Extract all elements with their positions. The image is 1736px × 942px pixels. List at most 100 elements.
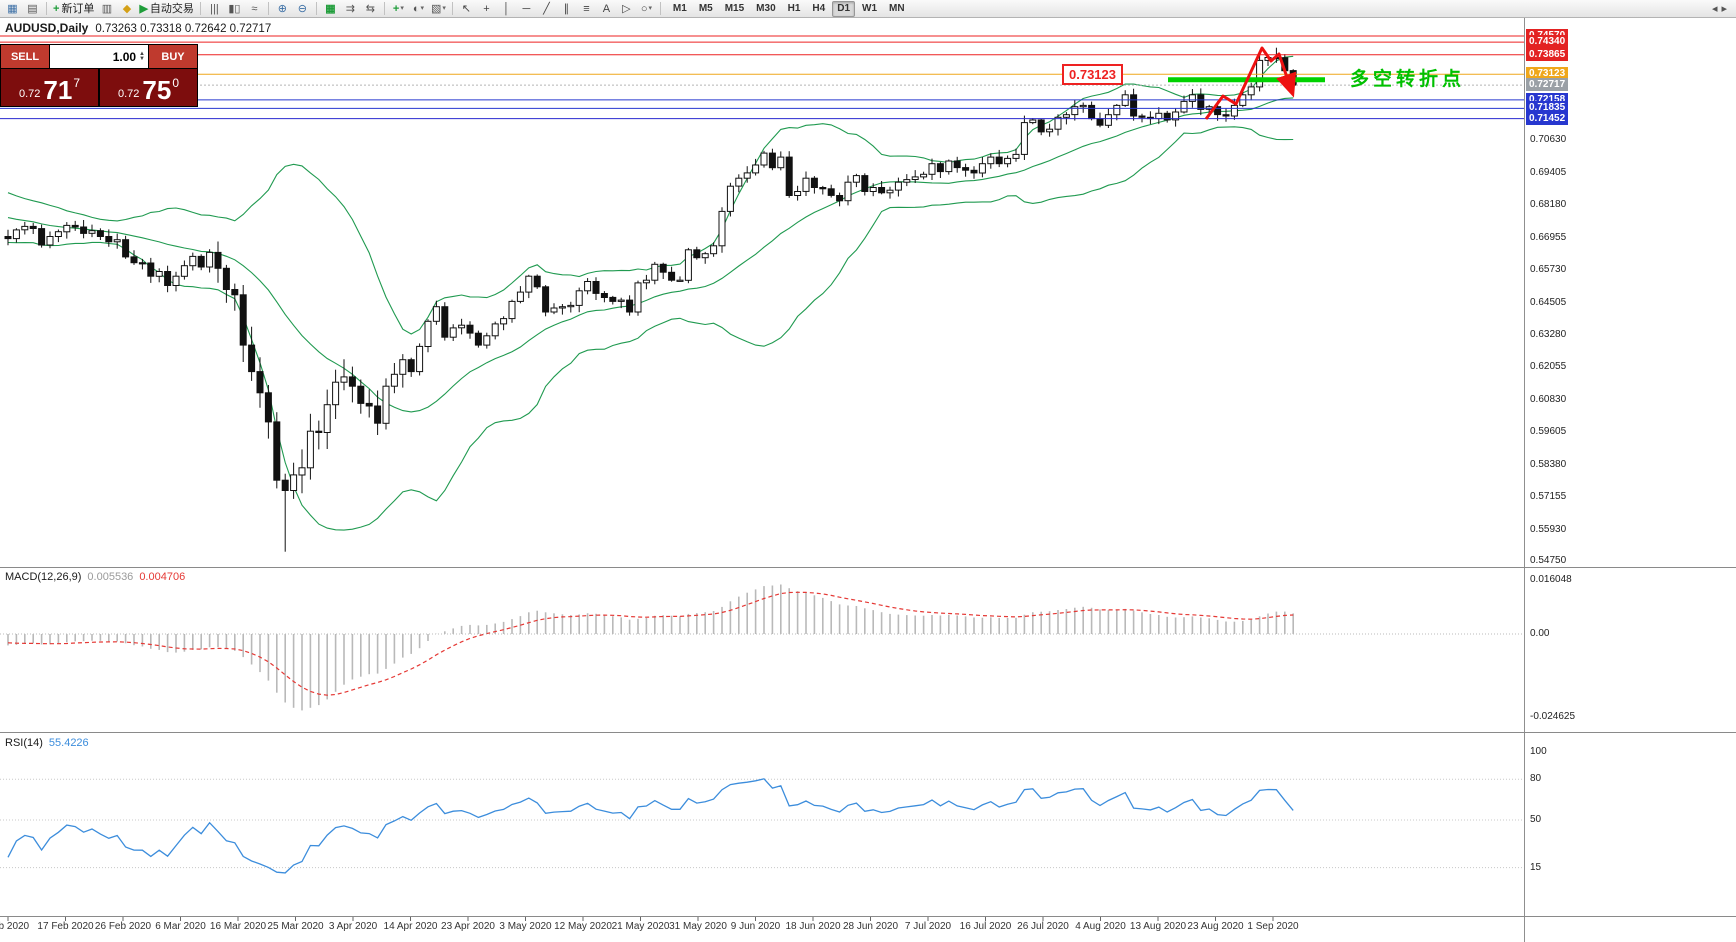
templates-icon: ▧ — [430, 2, 442, 15]
buy-price-display[interactable]: 0.72 75 0 — [100, 69, 197, 106]
horizontal-line-button[interactable]: ─ — [517, 1, 536, 17]
periods-button[interactable]: ◐ ▾ — [409, 1, 428, 17]
vertical-line-icon: │ — [502, 2, 510, 15]
timeframe-d1[interactable]: D1 — [832, 0, 856, 17]
spinner-down-icon[interactable]: ▼ — [139, 55, 145, 62]
fibonacci-button[interactable]: ≡ — [577, 1, 596, 17]
date-label: 26 Feb 2020 — [94, 921, 152, 932]
bar-chart-button[interactable]: ||| — [205, 1, 224, 17]
panel-divider-macd[interactable] — [0, 567, 1736, 568]
price-scale[interactable]: 0.70630 0.69405 0.68180 0.66955 0.65730 0.645… — [1524, 18, 1736, 942]
new-chart-button[interactable]: ▦ — [3, 1, 22, 17]
new-order-label: 新订单 — [61, 2, 95, 15]
buy-button[interactable]: BUY — [149, 45, 197, 68]
indicators-button[interactable]: + ▾ — [389, 1, 408, 17]
timeframe-h1[interactable]: H1 — [787, 2, 801, 14]
timeframe-group: M1 M5 M15 M30 H1 H4 D1 W1 MN — [667, 0, 911, 17]
channel-button[interactable]: ∥ — [557, 1, 576, 17]
sell-price-small: 0.72 — [18, 88, 41, 100]
autotrading-button[interactable]: ▶ 自动交易 — [137, 1, 195, 17]
profiles-button[interactable]: ▤ — [23, 1, 42, 17]
symbol-period-label: AUDUSD,Daily — [5, 21, 89, 35]
line-chart-icon: ≈ — [251, 2, 258, 15]
one-click-trading-panel: SELL 1.00 ▲ ▼ BUY 0.72 71 7 0.72 75 0 — [0, 44, 198, 107]
price-tick-label: 0.62055 — [1530, 361, 1567, 373]
timeframe-mn[interactable]: MN — [889, 2, 905, 14]
timeframe-w1[interactable]: W1 — [862, 2, 878, 14]
line-chart-button[interactable]: ≈ — [245, 1, 264, 17]
price-tag: 0.73123 — [1526, 67, 1569, 81]
volume-stepper[interactable]: ▲ ▼ — [139, 50, 145, 62]
tile-windows-button[interactable]: ▦ — [321, 1, 340, 17]
macd-label-row: MACD(12,26,9) 0.005536 0.004706 — [5, 571, 185, 583]
panel-divider-rsi[interactable] — [0, 732, 1736, 733]
toolbar-separator — [659, 2, 661, 15]
price-tick-label: 0.58380 — [1530, 458, 1567, 470]
text-tool-button[interactable]: A — [597, 1, 616, 17]
candlestick-button[interactable]: ▮▯ — [225, 1, 244, 17]
autoscroll-icon: ⇉ — [345, 2, 356, 15]
timeframe-m15[interactable]: M15 — [724, 2, 745, 14]
zoom-out-button[interactable]: ⊖ — [293, 1, 312, 17]
sell-price-display[interactable]: 0.72 71 7 — [1, 69, 98, 106]
crosshair-button[interactable]: + — [477, 1, 496, 17]
fibonacci-icon: ≡ — [583, 2, 590, 15]
turning-point-annotation[interactable]: 多空转折点 — [1350, 69, 1466, 90]
price-tick-label: 0.55930 — [1530, 523, 1567, 535]
date-label: 9 Jun 2020 — [730, 921, 781, 932]
new-order-button[interactable]: + 新订单 — [51, 1, 96, 17]
chart-shift-icon: ⇆ — [365, 2, 376, 15]
price-tick-label: 0.68180 — [1530, 199, 1567, 211]
nav-right-icon[interactable]: ▸ — [1721, 3, 1727, 15]
indicators-icon: + — [392, 2, 400, 15]
toolbar-separator — [46, 2, 47, 15]
chart-title: AUDUSD,Daily 0.73263 0.73318 0.72642 0.72… — [5, 21, 271, 35]
metaeditor-button[interactable]: ◆ — [117, 1, 136, 17]
buy-price-big: 75 — [142, 75, 172, 105]
timeframe-m1[interactable]: M1 — [672, 2, 687, 14]
zoom-in-button[interactable]: ⊕ — [273, 1, 292, 17]
timeframe-h4[interactable]: H4 — [812, 2, 826, 14]
horizontal-line-icon: ─ — [522, 2, 531, 15]
rsi-scale-label: 50 — [1530, 814, 1542, 825]
date-label: 21 May 2020 — [611, 921, 670, 932]
date-label: 16 Mar 2020 — [209, 921, 267, 932]
buy-price-sup: 0 — [172, 76, 180, 90]
nav-left-icon[interactable]: ◂ — [1711, 3, 1718, 15]
play-icon: ▶ — [139, 2, 148, 15]
chart-shift-button[interactable]: ⇆ — [361, 1, 380, 17]
vertical-line-button[interactable]: │ — [497, 1, 516, 17]
spinner-up-icon[interactable]: ▲ — [139, 50, 145, 57]
volume-input[interactable]: 1.00 ▲ ▼ — [50, 45, 148, 68]
date-label: 18 Jun 2020 — [785, 921, 841, 932]
price-tick-label: 0.66955 — [1530, 231, 1567, 243]
toolbar-separator — [199, 2, 201, 15]
shapes-button[interactable]: ○ ▾ — [637, 1, 656, 17]
trendline-button[interactable]: ╱ — [537, 1, 556, 17]
templates-button[interactable]: ▧ ▾ — [429, 1, 448, 17]
toolbar-right: ◂ ▸ — [1712, 2, 1727, 15]
rsi-scale-label: 100 — [1530, 746, 1547, 757]
timeframe-m30[interactable]: M30 — [756, 2, 776, 14]
timeframe-m5[interactable]: M5 — [698, 2, 713, 14]
macd-main-value: 0.005536 — [87, 571, 134, 583]
charts-cascade-button[interactable]: ▥ — [97, 1, 116, 17]
sell-price-sup: 7 — [73, 76, 81, 90]
crosshair-icon: + — [483, 2, 490, 15]
chevron-down-icon: ▾ — [420, 4, 424, 12]
periods-icon: ◐ — [412, 2, 420, 15]
sell-button[interactable]: SELL — [1, 45, 49, 68]
date-label: 7 Jul 2020 — [904, 921, 952, 932]
trendline-icon: ╱ — [543, 2, 550, 15]
autotrading-label: 自动交易 — [149, 2, 194, 15]
price-tag: 0.71452 — [1526, 111, 1569, 125]
date-label: 31 May 2020 — [669, 921, 727, 932]
macd-scale-label: 0.00 — [1530, 628, 1550, 639]
level-price-label[interactable]: 0.73123 — [1062, 64, 1123, 85]
cursor-button[interactable]: ↖ — [457, 1, 476, 17]
autoscroll-button[interactable]: ⇉ — [341, 1, 360, 17]
label-tool-button[interactable]: ▷ — [617, 1, 636, 17]
